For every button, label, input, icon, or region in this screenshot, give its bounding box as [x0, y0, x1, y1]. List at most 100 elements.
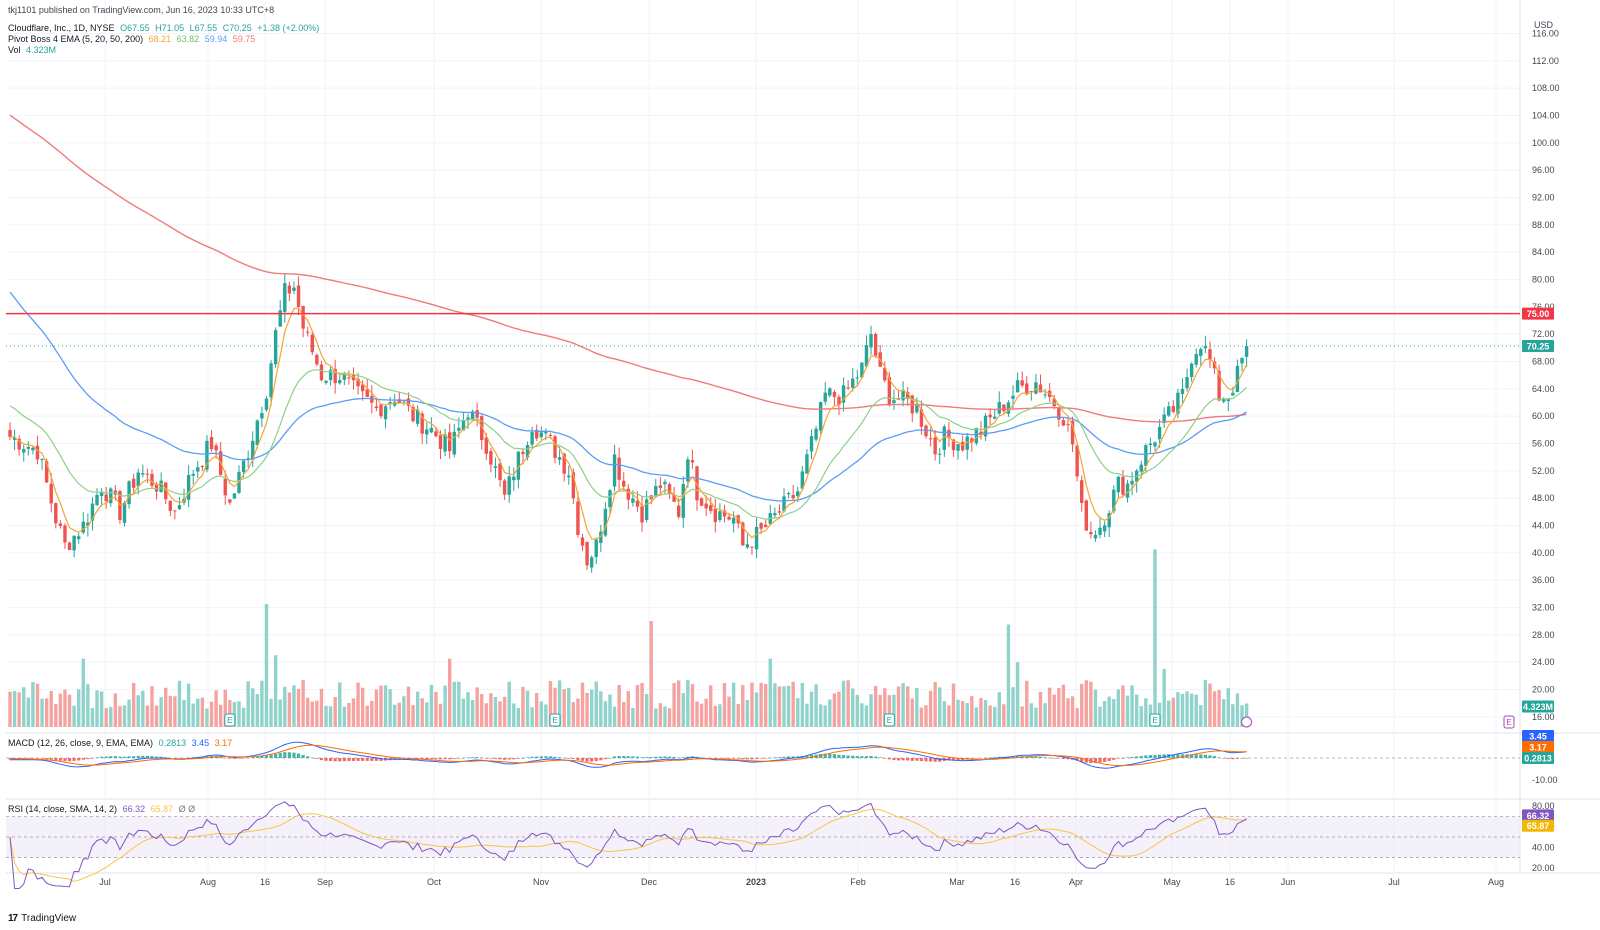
volume-bar [571, 702, 576, 727]
ohlc-close: C70.25 [222, 23, 252, 33]
candle-body [832, 391, 837, 397]
macd-histogram-bar [768, 757, 772, 759]
volume-bar [141, 690, 145, 727]
candle-body [997, 402, 1001, 414]
macd-histogram-bar [764, 758, 768, 759]
ema-legend[interactable]: Pivot Boss 4 EMA (5, 20, 50, 200) 68.21 … [8, 34, 258, 45]
candle-body [127, 481, 131, 505]
volume-bar [324, 705, 328, 727]
macd-histogram-bar [677, 757, 681, 759]
volume-legend[interactable]: Vol 4.323M [8, 45, 59, 56]
candle-body [782, 496, 786, 512]
macd-histogram-bar [699, 757, 704, 759]
volume-bar [993, 706, 997, 727]
volume-bar [580, 682, 585, 727]
volume-bar [713, 705, 718, 727]
macd-histogram-bar [585, 758, 589, 762]
macd-histogram-bar [1048, 757, 1052, 759]
candle-body [40, 459, 44, 461]
macd-histogram-bar [448, 758, 452, 760]
price-tick-label: 28.00 [1532, 630, 1555, 640]
macd-histogram-bar [452, 758, 456, 759]
volume-bar [672, 683, 676, 727]
candle-body [672, 494, 676, 502]
macd-hist-label: 0.2813 [1524, 754, 1552, 764]
volume-bar [631, 708, 635, 727]
macd-histogram-bar [553, 756, 557, 758]
macd-histogram-bar [892, 758, 896, 761]
macd-histogram-bar [1212, 756, 1217, 758]
macd-legend[interactable]: MACD (12, 26, close, 9, EMA, EMA) 0.2813… [8, 738, 235, 749]
candle-body [1029, 390, 1034, 392]
volume-bar [1029, 703, 1034, 727]
macd-histogram-bar [264, 755, 269, 758]
candle-body [1139, 464, 1143, 472]
macd-histogram-bar [251, 757, 255, 758]
volume-bar [548, 680, 553, 727]
volume-bar [892, 694, 896, 727]
rsi-tick-label: 20.00 [1532, 863, 1555, 873]
rsi-legend[interactable]: RSI (14, close, SMA, 14, 2) 66.32 65.87 … [8, 804, 198, 815]
tradingview-footer[interactable]: 17 TradingView [8, 913, 76, 924]
symbol-legend[interactable]: Cloudflare, Inc., 1D, NYSE O67.55 H71.05… [8, 23, 322, 34]
candle-body [713, 508, 718, 523]
macd-histogram-bar [901, 758, 905, 761]
volume-bar [388, 689, 392, 727]
macd-histogram-bar [951, 758, 956, 761]
macd-histogram-bar [727, 758, 731, 759]
volume-bar [269, 698, 273, 727]
price-tick-label: 24.00 [1532, 657, 1555, 667]
candle-body [475, 410, 479, 418]
candle-body [118, 491, 122, 521]
candle-body [883, 367, 887, 381]
macd-histogram-bar [86, 758, 90, 760]
volume-bar [493, 696, 498, 727]
macd-histogram-bar [823, 753, 827, 758]
candle-body [1002, 404, 1006, 412]
macd-histogram-bar [461, 757, 466, 759]
macd-line-label-bg [1522, 730, 1554, 742]
macd-histogram-bar [1235, 758, 1240, 759]
volume-bar [791, 681, 795, 727]
candle-body [828, 388, 832, 396]
price-tick-label: 76.00 [1532, 302, 1555, 312]
volume-bar [864, 705, 869, 727]
macd-histogram-bar [864, 756, 869, 758]
volume-bar [851, 688, 855, 727]
macd-histogram-bar [489, 758, 493, 759]
candle-body [136, 472, 140, 487]
candle-body [154, 484, 159, 492]
candle-body [186, 475, 191, 500]
macd-histogram-bar [347, 758, 351, 762]
volume-bar [374, 689, 379, 727]
volume-bar [1038, 691, 1043, 727]
resistance-price-label: 75.00 [1527, 309, 1550, 319]
volume-bar [296, 688, 301, 727]
volume-bar [860, 703, 864, 727]
volume-bar [676, 680, 681, 727]
macd-histogram-bar [136, 755, 140, 758]
volume-bar [1180, 693, 1185, 727]
volume-value-label: 4.323M [1523, 702, 1553, 712]
earnings-marker-icon: E [887, 716, 892, 725]
candle-body [1020, 380, 1024, 386]
candle-body [1176, 392, 1180, 414]
macd-histogram-bar [869, 755, 873, 758]
macd-histogram-bar [681, 757, 685, 758]
candle-body [1070, 420, 1075, 445]
rsi-ma-label-bg [1522, 819, 1554, 832]
volume-bar [1212, 691, 1217, 727]
macd-histogram-bar [1231, 758, 1235, 760]
macd-histogram-bar [324, 758, 328, 761]
volume-bar [635, 685, 640, 727]
macd-histogram-bar [709, 758, 713, 759]
macd-histogram-bar [933, 758, 937, 762]
volume-bar [741, 685, 745, 727]
time-tick-label: Mar [949, 877, 965, 887]
macd-histogram-bar [970, 758, 974, 760]
macd-histogram-bar [535, 756, 539, 758]
volume-bar [805, 703, 809, 727]
candle-body [901, 389, 905, 401]
volume-bar [164, 687, 168, 727]
